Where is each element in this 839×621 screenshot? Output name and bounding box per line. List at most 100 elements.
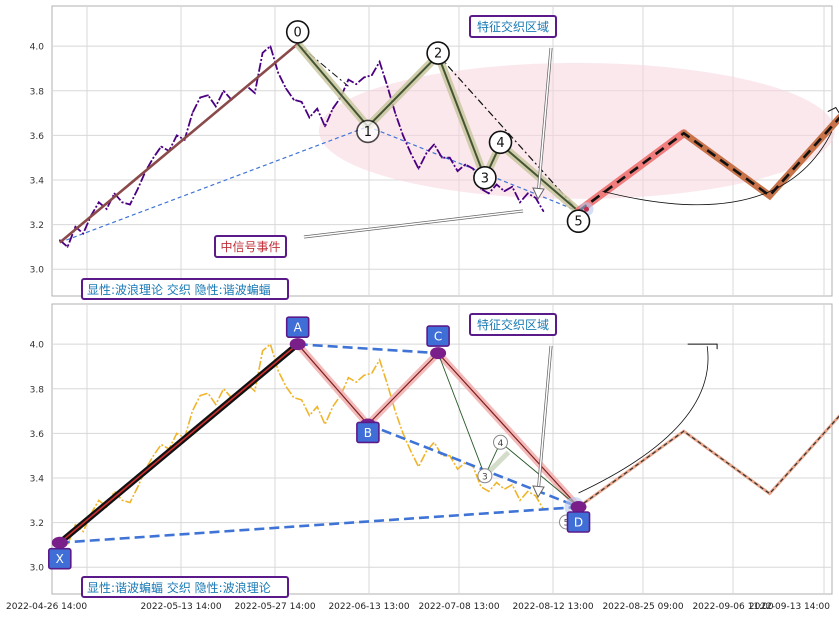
price-point — [137, 188, 139, 190]
price-point — [371, 74, 373, 76]
price-point — [82, 233, 84, 235]
wave-point-label: 5 — [574, 215, 582, 230]
price-point — [519, 202, 521, 204]
price-point — [67, 246, 69, 248]
price-point — [254, 92, 256, 94]
price-point — [129, 204, 131, 206]
price-point — [527, 193, 529, 195]
echo-point-label: 4 — [498, 439, 504, 449]
price-point — [285, 88, 287, 90]
price-point — [223, 90, 225, 92]
x-tick-label: 2022-05-13 14:00 — [140, 602, 221, 612]
price-point — [387, 86, 389, 88]
price-point — [262, 52, 264, 54]
y-tick-label: 3.0 — [30, 266, 45, 276]
price-point — [511, 186, 513, 188]
price-point — [535, 197, 537, 199]
price-point — [199, 97, 201, 99]
harmonic-point-marker — [52, 537, 68, 549]
price-point — [410, 152, 412, 154]
x-tick-label: 2022-06-13 13:00 — [328, 602, 409, 612]
price-point — [449, 157, 451, 159]
price-point — [301, 101, 303, 103]
wave-point-label: 1 — [364, 125, 372, 140]
x-tick-label: 2022-08-12 13:00 — [512, 602, 593, 612]
region-label: 特征交织区域 — [477, 19, 549, 34]
x-axis: 2022-04-26 14:00 2022-05-13 14:00 2022-05-… — [6, 602, 830, 612]
price-point — [106, 208, 108, 210]
y-tick-label: 3.8 — [30, 385, 45, 395]
price-point — [98, 202, 100, 204]
panel-bottom: 3.03.23.43.63.84.0435XABCD特征交织区域显性:谐波蝙蝠 … — [30, 304, 839, 597]
harmonic-point-marker — [430, 347, 446, 359]
price-point — [332, 108, 334, 110]
panel-top: 3.0 3.2 3.4 3.6 3.8 4.0 0 1 2 3 4 5 特征交织区域中信号事件显性:波浪… — [30, 6, 839, 299]
price-point — [309, 117, 311, 119]
price-point — [176, 135, 178, 137]
y-tick-label: 3.2 — [30, 221, 44, 231]
price-point — [394, 112, 396, 114]
y-tick-label: 4.0 — [30, 341, 45, 351]
x-tick-label: 2022-07-08 13:00 — [418, 602, 499, 612]
legend-text: 显性:谐波蝙蝠 交织 隐性:波浪理论 — [87, 580, 271, 595]
price-point — [207, 94, 209, 96]
harmonic-point-label: C — [434, 330, 442, 344]
harmonic-point-label: B — [364, 426, 372, 440]
x-tick-label: 2022-08-25 09:00 — [602, 602, 683, 612]
price-point — [496, 184, 498, 186]
signal-label: 中信号事件 — [220, 239, 280, 254]
price-point — [293, 99, 295, 101]
price-point — [426, 152, 428, 154]
price-point — [160, 146, 162, 148]
price-point — [363, 77, 365, 79]
price-point — [472, 168, 474, 170]
price-point — [402, 135, 404, 137]
price-point — [277, 72, 279, 74]
wave-point-label: 0 — [294, 25, 302, 40]
wave-point-label: 4 — [496, 136, 504, 151]
y-tick-label: 3.4 — [30, 177, 45, 187]
harmonic-point-label: X — [56, 552, 64, 566]
price-point — [316, 108, 318, 110]
legend-text: 显性:波浪理论 交织 隐性:谐波蝙蝠 — [87, 282, 271, 297]
price-point — [433, 144, 435, 146]
price-point — [465, 164, 467, 166]
y-tick-label: 3.6 — [30, 430, 45, 440]
x-tick-label: 2022-04-26 14:00 — [6, 602, 87, 612]
region-label: 特征交织区域 — [477, 317, 549, 332]
price-point — [215, 106, 217, 108]
price-point — [192, 112, 194, 114]
y-tick-label: 3.6 — [30, 132, 45, 142]
price-point — [441, 157, 443, 159]
x-tick-label: 2022-09-13 14:00 — [749, 602, 830, 612]
wave-point-label: 2 — [434, 47, 442, 62]
y-tick-label: 3.4 — [30, 475, 45, 485]
price-point — [121, 202, 123, 204]
harmonic-point-label: A — [294, 321, 303, 335]
x-tick-label: 2022-05-27 14:00 — [234, 602, 315, 612]
price-point — [153, 157, 155, 159]
signal-dot — [584, 207, 589, 212]
price-point — [488, 193, 490, 195]
price-point — [457, 170, 459, 172]
region-ellipse — [319, 63, 835, 199]
y-tick-label: 3.0 — [30, 564, 45, 574]
echo-point-label: 3 — [482, 472, 488, 482]
y-tick-label: 4.0 — [30, 43, 45, 53]
harmonic-point-label: D — [574, 516, 583, 530]
wave-point-label: 3 — [481, 171, 489, 186]
price-point — [379, 61, 381, 63]
harmonic-point-marker — [290, 338, 306, 350]
price-point — [114, 193, 116, 195]
price-point — [543, 210, 545, 212]
price-point — [348, 79, 350, 81]
y-tick-label: 3.8 — [30, 87, 45, 97]
price-point — [418, 168, 420, 170]
price-point — [324, 126, 326, 128]
price-point — [355, 83, 357, 85]
price-point — [270, 45, 272, 47]
price-point — [504, 190, 506, 192]
y-tick-label: 3.2 — [30, 519, 44, 529]
